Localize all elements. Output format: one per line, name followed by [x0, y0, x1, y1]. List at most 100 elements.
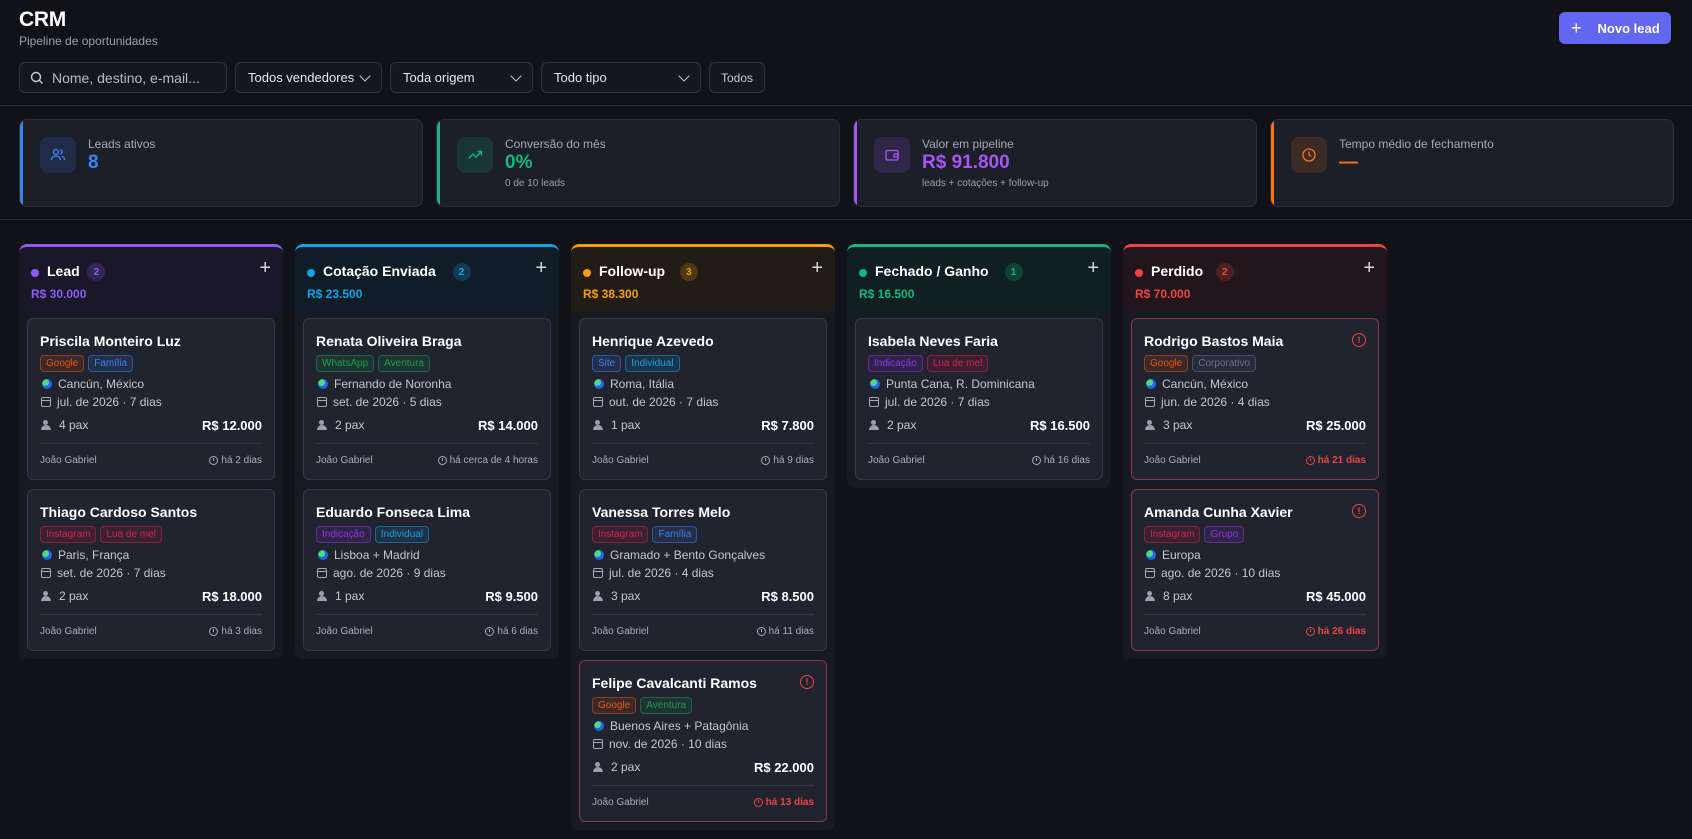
- seller-select[interactable]: Todos vendedores: [235, 62, 382, 93]
- card-divider: [592, 443, 814, 444]
- lead-card[interactable]: Amanda Cunha Xavier ! Instagram Grupo Eur…: [1131, 489, 1379, 651]
- column-count-badge: 2: [452, 263, 471, 281]
- pax-text: 1 pax: [611, 418, 641, 432]
- travel-date-text: ago. de 2026 · 10 dias: [1161, 566, 1281, 580]
- search-input[interactable]: [52, 69, 212, 86]
- page-subtitle: Pipeline de oportunidades: [19, 34, 158, 48]
- globe-icon: [1146, 550, 1156, 560]
- new-lead-button[interactable]: + Novo lead: [1559, 12, 1671, 44]
- lead-value: R$ 18.000: [202, 589, 262, 604]
- search-box[interactable]: [19, 62, 227, 93]
- pax-count: 2 pax: [41, 589, 88, 603]
- calendar-icon: [41, 568, 51, 578]
- lead-value: R$ 45.000: [1306, 589, 1366, 604]
- travel-date: jul. de 2026 · 7 dias: [869, 395, 990, 409]
- lead-card[interactable]: Thiago Cardoso Santos Instagram Lua de me…: [27, 489, 275, 651]
- lead-name: Henrique Azevedo: [592, 333, 714, 349]
- clock-icon: [1031, 456, 1041, 465]
- calendar-icon: [593, 568, 603, 578]
- column-header: Fechado / Ganho 1 + R$ 16.500: [847, 244, 1111, 311]
- add-card-button[interactable]: +: [535, 257, 547, 279]
- add-card-button[interactable]: +: [1087, 257, 1099, 279]
- destination-text: Lisboa + Madrid: [334, 548, 420, 562]
- stat-label: Tempo médio de fechamento: [1339, 137, 1494, 151]
- users-icon: [869, 420, 881, 430]
- globe-icon: [318, 379, 328, 389]
- lead-card[interactable]: Renata Oliveira Braga WhatsApp Aventura F…: [303, 318, 551, 480]
- travel-date: nov. de 2026 · 10 dias: [593, 737, 727, 751]
- tag-list: Instagram Grupo: [1144, 526, 1245, 543]
- seller-name: João Gabriel: [1144, 455, 1201, 466]
- pax-text: 2 pax: [611, 760, 641, 774]
- column-count-badge: 3: [679, 263, 698, 281]
- last-activity-text: há 16 dias: [1043, 455, 1090, 466]
- users-icon: [593, 762, 605, 772]
- column-total: R$ 70.000: [1135, 287, 1191, 301]
- column-body: Isabela Neves Faria Indicação Lua de mel …: [847, 311, 1111, 488]
- travel-date-text: jul. de 2026 · 4 dias: [609, 566, 714, 580]
- destination-text: Roma, Itália: [610, 377, 675, 391]
- page-header: CRM Pipeline de oportunidades + Novo lea…: [0, 0, 1692, 106]
- add-card-button[interactable]: +: [1363, 257, 1375, 279]
- travel-date: set. de 2026 · 7 dias: [41, 566, 166, 580]
- tag-badge: Indicação: [316, 526, 371, 543]
- column-count-badge: 2: [87, 263, 106, 281]
- page-title: CRM: [19, 8, 66, 31]
- seller-name: João Gabriel: [40, 455, 97, 466]
- destination: Roma, Itália: [594, 377, 674, 391]
- origin-select[interactable]: Toda origem: [390, 62, 533, 93]
- tag-badge: Aventura: [378, 355, 430, 372]
- pax-text: 2 pax: [59, 589, 89, 603]
- chevron-down-icon: [510, 69, 522, 82]
- pax-text: 8 pax: [1163, 589, 1193, 603]
- kanban-column: Perdido 2 + R$ 70.000 Rodrigo Bastos Mai…: [1123, 244, 1387, 830]
- destination-text: Punta Cana, R. Dominicana: [886, 377, 1035, 391]
- kanban-column: Cotação Enviada 2 + R$ 23.500 Renata Oli…: [295, 244, 559, 830]
- card-divider: [1144, 614, 1366, 615]
- last-activity: há 13 dias: [753, 797, 814, 808]
- column-status-dot: [859, 269, 867, 277]
- clock-icon: [1291, 137, 1327, 173]
- clock-icon: [209, 627, 219, 636]
- lead-card[interactable]: Henrique Azevedo Site Individual Roma, It…: [579, 318, 827, 480]
- seller-name: João Gabriel: [868, 455, 925, 466]
- last-activity: há 21 dias: [1305, 455, 1366, 466]
- travel-date-text: jul. de 2026 · 7 dias: [57, 395, 162, 409]
- destination-text: Buenos Aires + Patagônia: [610, 719, 749, 733]
- column-title: Lead: [47, 263, 80, 279]
- seller-name: João Gabriel: [592, 626, 649, 637]
- lead-card[interactable]: Eduardo Fonseca Lima Indicação Individual…: [303, 489, 551, 651]
- card-divider: [316, 443, 538, 444]
- tag-badge: Instagram: [1144, 526, 1201, 543]
- clock-icon: [209, 456, 219, 465]
- lead-card[interactable]: Isabela Neves Faria Indicação Lua de mel …: [855, 318, 1103, 480]
- add-card-button[interactable]: +: [811, 257, 823, 279]
- users-icon: [41, 591, 53, 601]
- travel-date-text: set. de 2026 · 7 dias: [57, 566, 166, 580]
- type-select[interactable]: Todo tipo: [541, 62, 701, 93]
- column-status-dot: [307, 269, 315, 277]
- divider: [0, 219, 1692, 220]
- last-activity-text: há 6 dias: [497, 626, 538, 637]
- lead-card[interactable]: Felipe Cavalcanti Ramos ! Google Aventura…: [579, 660, 827, 822]
- column-status-dot: [583, 269, 591, 277]
- destination: Europa: [1146, 548, 1201, 562]
- all-button[interactable]: Todos: [709, 62, 766, 93]
- destination: Cancún, México: [1146, 377, 1248, 391]
- lead-card[interactable]: Vanessa Torres Melo Instagram Família Gra…: [579, 489, 827, 651]
- card-divider: [592, 785, 814, 786]
- seller-name: João Gabriel: [1144, 626, 1201, 637]
- pax-count: 1 pax: [317, 589, 364, 603]
- calendar-icon: [869, 397, 879, 407]
- kanban-column: Lead 2 + R$ 30.000 Priscila Monteiro Luz…: [19, 244, 283, 830]
- lead-card[interactable]: Rodrigo Bastos Maia ! Google Corporativo …: [1131, 318, 1379, 480]
- last-activity: há 9 dias: [761, 455, 814, 466]
- add-card-button[interactable]: +: [259, 257, 271, 279]
- lead-card[interactable]: Priscila Monteiro Luz Google Família Canc…: [27, 318, 275, 480]
- column-header: Cotação Enviada 2 + R$ 23.500: [295, 244, 559, 311]
- tag-badge: Lua de mel: [926, 355, 989, 372]
- tag-badge: Família: [652, 526, 698, 543]
- destination: Gramado + Bento Gonçalves: [594, 548, 765, 562]
- kanban-board: Lead 2 + R$ 30.000 Priscila Monteiro Luz…: [19, 244, 1387, 830]
- stat-label: Valor em pipeline: [922, 137, 1014, 151]
